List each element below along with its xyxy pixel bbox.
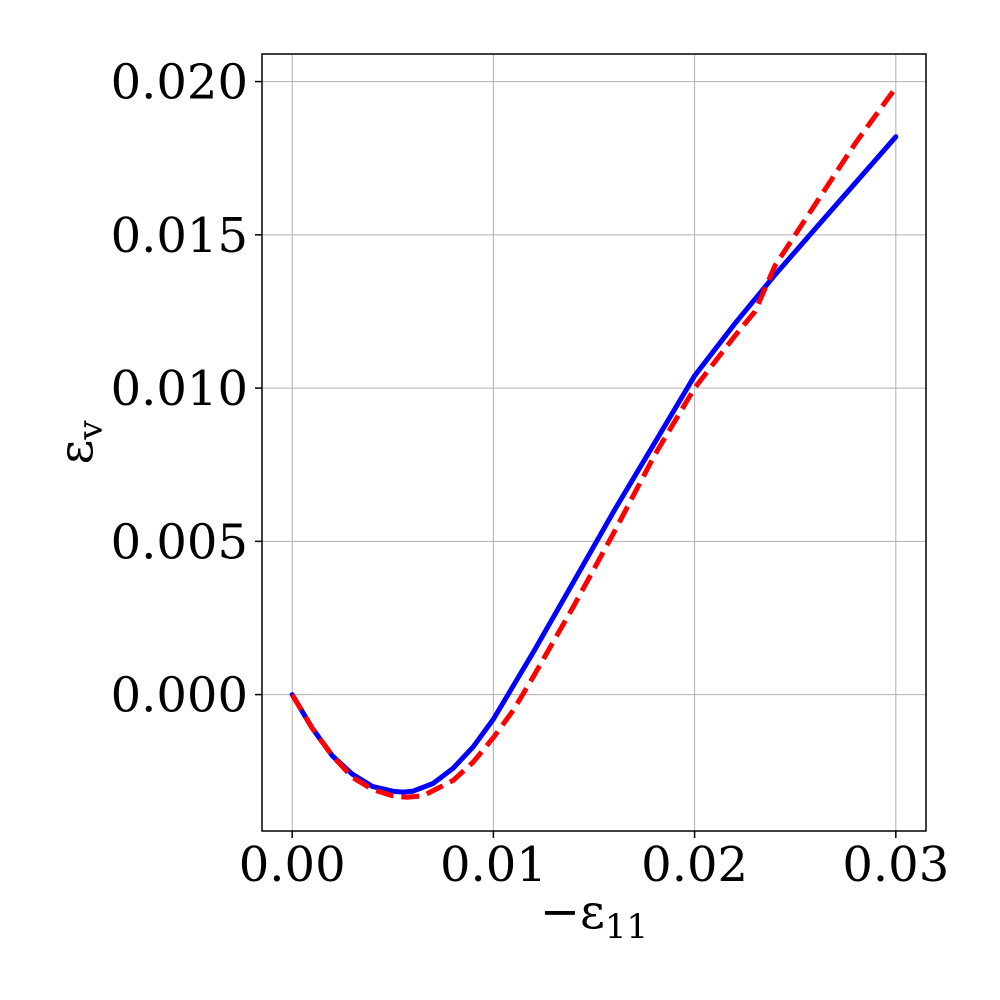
y-tick-label: 0.010 [111, 361, 248, 417]
x-axis-label-main: −ε [540, 884, 605, 940]
series-line-2 [290, 86, 898, 800]
x-tick-label: 0.00 [239, 837, 346, 893]
x-tick-label: 0.03 [842, 837, 949, 893]
plot-area-frame [261, 53, 927, 832]
y-axis-label-subscript: v [71, 420, 111, 441]
y-tick-label: 0.020 [111, 55, 248, 111]
grid-lines [262, 54, 926, 831]
y-tick-label: 0.015 [111, 208, 248, 264]
x-axis-label: −ε11 [540, 884, 648, 947]
series-line-1 [289, 134, 899, 795]
y-axis-label: εv [48, 420, 111, 465]
y-axis-label-main: ε [48, 440, 104, 465]
x-tick-label: 0.02 [641, 837, 748, 893]
y-tick-label: 0.005 [111, 514, 248, 570]
plot-series [289, 86, 899, 800]
x-axis-label-subscript: 11 [605, 907, 648, 947]
x-tick-label: 0.01 [440, 837, 547, 893]
axis-ticks: 0.00 0.01 0.02 0.03 0.000 0.005 0.010 0.015 0.02… [111, 55, 950, 893]
y-tick-label: 0.000 [111, 668, 248, 724]
